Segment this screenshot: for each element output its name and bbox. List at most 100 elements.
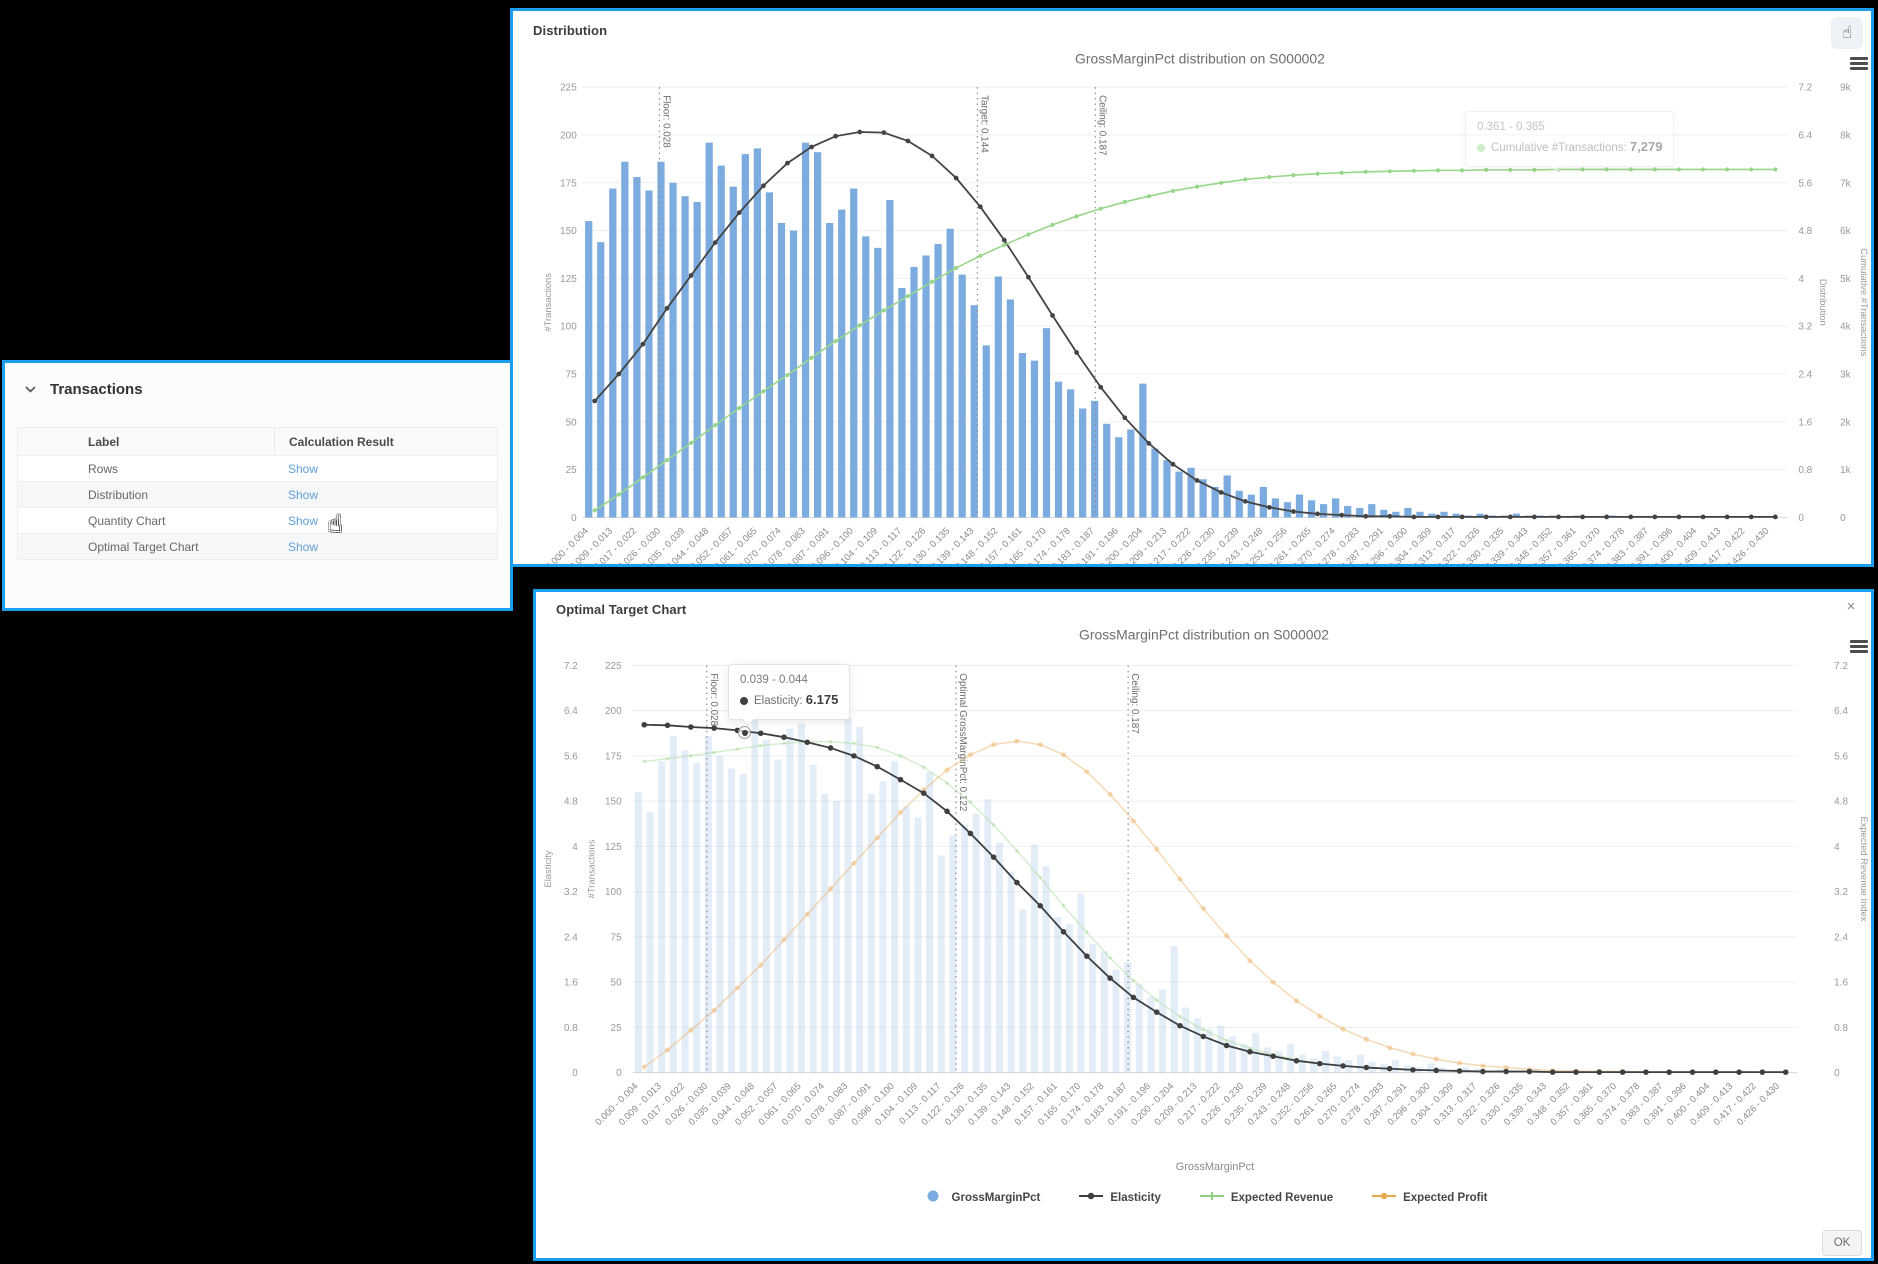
legend-marker-icon <box>1078 1190 1104 1205</box>
svg-text:Optimal GrossMarginPct: 0.122: Optimal GrossMarginPct: 0.122 <box>957 673 968 812</box>
svg-text:0: 0 <box>1840 513 1846 524</box>
svg-text:0: 0 <box>572 1068 578 1079</box>
optimal-target-panel-title: Optimal Target Chart <box>556 602 687 617</box>
show-rows-link[interactable]: Show <box>288 461 319 476</box>
svg-text:Elasticity: Elasticity <box>542 850 553 887</box>
svg-text:75: 75 <box>566 370 578 381</box>
series-dot-icon <box>1477 143 1485 152</box>
svg-text:6k: 6k <box>1840 226 1851 237</box>
svg-text:7.2: 7.2 <box>1798 83 1812 94</box>
table-row: Optimal Target Chart Show <box>18 534 497 559</box>
svg-text:150: 150 <box>560 226 577 237</box>
svg-text:#Transactions: #Transactions <box>586 839 597 898</box>
distribution-chart[interactable]: 225 200 175 150 125 100 75 50 25 0 #Transactions 7.… <box>513 11 1871 564</box>
svg-text:225: 225 <box>560 83 577 94</box>
chart-tooltip: 0.039 - 0.044 Elasticity: 6.175 <box>728 664 851 726</box>
legend-marker-icon <box>920 1190 946 1205</box>
svg-text:0.8: 0.8 <box>1798 465 1812 476</box>
legend-item-grossmarginpct[interactable]: GrossMarginPct <box>920 1190 1040 1205</box>
svg-text:5.6: 5.6 <box>1798 178 1812 189</box>
svg-text:8k: 8k <box>1840 130 1851 141</box>
svg-text:50: 50 <box>611 978 623 989</box>
svg-text:1.6: 1.6 <box>564 978 578 989</box>
close-icon[interactable]: × <box>1846 597 1856 615</box>
show-optimal-target-chart-link[interactable]: Show <box>288 539 319 554</box>
svg-text:2.4: 2.4 <box>1834 932 1848 943</box>
chevron-down-icon[interactable] <box>25 386 36 393</box>
table-row: Rows Show <box>18 456 497 482</box>
show-quantity-chart-link[interactable]: Show <box>288 513 319 528</box>
tooltip-range: 0.361 - 0.365 <box>1477 121 1545 133</box>
column-header-label: Label <box>88 434 120 449</box>
svg-text:0: 0 <box>616 1068 622 1079</box>
row-label: Optimal Target Chart <box>88 539 199 554</box>
distribution-panel-title: Distribution <box>533 23 608 38</box>
svg-text:2k: 2k <box>1840 417 1851 428</box>
tooltip-value: 6.175 <box>805 691 839 707</box>
svg-text:4.8: 4.8 <box>1834 797 1848 808</box>
svg-text:4: 4 <box>1834 842 1840 853</box>
svg-text:0: 0 <box>1834 1068 1840 1079</box>
svg-text:4: 4 <box>1798 274 1804 285</box>
legend-item-expected-profit[interactable]: Expected Profit <box>1371 1190 1487 1205</box>
svg-text:4k: 4k <box>1840 322 1851 333</box>
svg-text:Cumulative #Transactions: Cumulative #Transactions <box>1859 248 1870 356</box>
tooltip-range: 0.039 - 0.044 <box>740 674 808 686</box>
row-label: Rows <box>88 461 119 476</box>
svg-text:Distribution: Distribution <box>1818 279 1829 326</box>
svg-text:1.6: 1.6 <box>1834 978 1848 989</box>
optimal-target-chart-panel: Optimal Target Chart × 7.2 6.4 5.6 4.8 4 3.2 2… <box>533 589 1874 1261</box>
svg-text:25: 25 <box>611 1023 623 1034</box>
optimal-target-chart[interactable]: 7.2 6.4 5.6 4.8 4 3.2 2.4 1.6 0.8 0 Elasticity 225 2… <box>536 592 1871 1258</box>
transactions-table: Label Calculation Result Rows Show Distr… <box>17 427 498 560</box>
svg-text:50: 50 <box>566 417 578 428</box>
svg-text:1.6: 1.6 <box>1798 417 1812 428</box>
legend-item-expected-revenue[interactable]: Expected Revenue <box>1199 1190 1333 1205</box>
svg-text:GrossMarginPct distribution on: GrossMarginPct distribution on S000002 <box>1079 627 1329 643</box>
svg-text:1k: 1k <box>1840 465 1851 476</box>
svg-text:6.4: 6.4 <box>564 706 578 717</box>
row-label: Distribution <box>88 487 149 502</box>
legend-item-elasticity[interactable]: Elasticity <box>1078 1190 1161 1205</box>
svg-text:Expected Revenue Index: Expected Revenue Index <box>1859 816 1870 921</box>
show-distribution-link[interactable]: Show <box>288 487 319 502</box>
table-header-row: Label Calculation Result <box>18 428 497 456</box>
column-header-calculation-result: Calculation Result <box>274 428 497 455</box>
chart-menu-icon[interactable] <box>1850 57 1868 70</box>
chart-menu-icon[interactable] <box>1850 640 1868 653</box>
table-row: Distribution Show <box>18 482 497 508</box>
svg-text:#Transactions: #Transactions <box>542 273 553 332</box>
svg-text:7.2: 7.2 <box>564 661 578 672</box>
svg-text:5.6: 5.6 <box>564 751 578 762</box>
svg-text:0.8: 0.8 <box>564 1023 578 1034</box>
svg-text:Ceiling: 0.187: Ceiling: 0.187 <box>1096 95 1107 156</box>
legend-marker-icon <box>1199 1190 1225 1205</box>
svg-text:25: 25 <box>566 465 578 476</box>
transactions-panel-title: Transactions <box>50 381 143 398</box>
svg-text:Floor: 0.028: Floor: 0.028 <box>660 95 671 148</box>
svg-text:3.2: 3.2 <box>1798 322 1812 333</box>
ok-button[interactable]: OK <box>1822 1230 1862 1256</box>
tooltip-series-name: Elasticity <box>754 694 800 707</box>
svg-text:4.8: 4.8 <box>564 797 578 808</box>
svg-text:125: 125 <box>605 842 622 853</box>
table-row: Quantity Chart Show <box>18 508 497 534</box>
pan-hand-tool-button[interactable]: ☝ <box>1831 17 1863 49</box>
svg-text:0: 0 <box>1798 513 1804 524</box>
svg-text:0.8: 0.8 <box>1834 1023 1848 1034</box>
svg-text:Floor: 0.028: Floor: 0.028 <box>708 673 719 726</box>
highlighted-point-icon <box>738 726 751 739</box>
distribution-panel: Distribution ☝ 225 200 175 150 125 100 75 50 25 0… <box>510 8 1874 567</box>
svg-text:9k: 9k <box>1840 83 1851 94</box>
svg-text:200: 200 <box>605 706 622 717</box>
svg-text:3k: 3k <box>1840 370 1851 381</box>
svg-text:5k: 5k <box>1840 274 1851 285</box>
svg-text:2.4: 2.4 <box>1798 370 1812 381</box>
svg-text:0: 0 <box>571 513 577 524</box>
svg-text:100: 100 <box>605 887 622 898</box>
row-label: Quantity Chart <box>88 513 166 528</box>
svg-text:200: 200 <box>560 130 577 141</box>
chart-tooltip: 0.361 - 0.365 Cumulative #Transactions: … <box>1465 111 1675 173</box>
svg-text:4: 4 <box>572 842 578 853</box>
